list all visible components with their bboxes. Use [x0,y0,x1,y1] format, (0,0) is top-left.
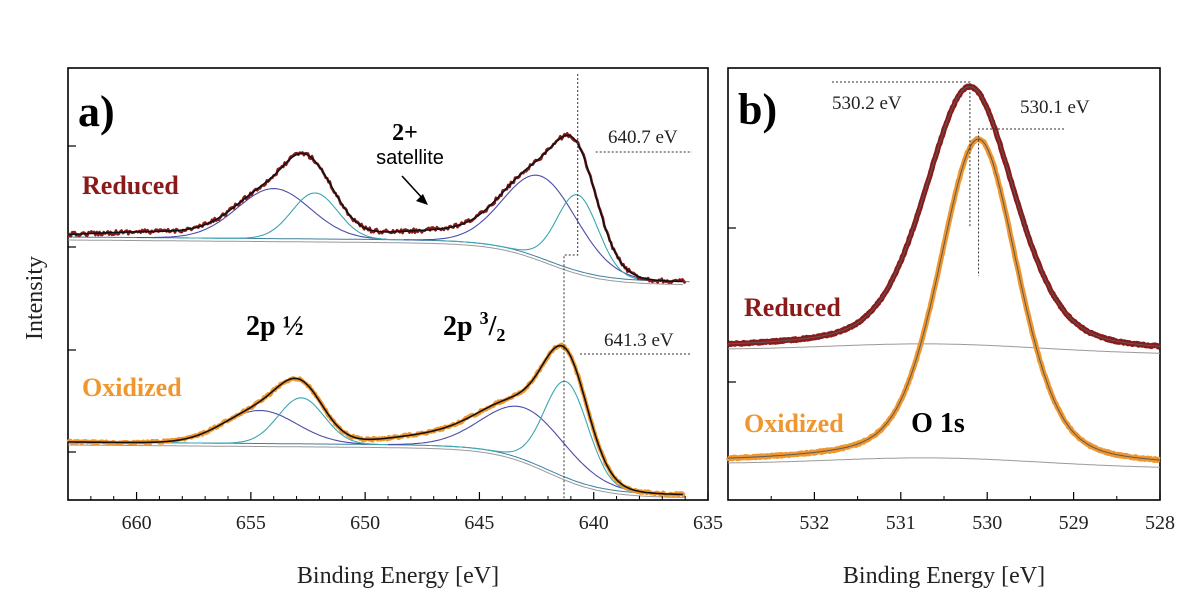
panel-b-xtick-label-4: 528 [1145,512,1175,534]
panel-b-peak-label-reduced: 530.2 eV [832,93,902,114]
panel-a-ylabel: Intensity [22,256,48,340]
panel-a-peak-marker-line [563,74,579,500]
panel-b-peak-marker-reduced [832,81,971,228]
panel-a-label: a) [78,87,115,136]
panel-a-component-oxidized-2 [164,397,414,446]
peak-2p-three-halves-label: 2p 3/2 [443,308,505,345]
peak-2p-half-label: 2p ½ [246,311,304,342]
panel-b-curves [725,81,1162,468]
satellite-label-word: satellite [376,147,444,169]
panel-a-legend-oxidized: Oxidized [82,373,182,402]
panel-a-xtick-label-2: 650 [350,512,380,534]
panel-a-component-oxidized-3 [387,405,638,492]
panel-b-fit-reduced [728,86,1161,347]
panel-a-baseline-oxidized [68,441,683,495]
panel-a-fit-reduced [67,134,683,283]
panel-a-peak-label-oxidized: 641.3 eV [604,330,674,351]
panel-a-component-reduced-1 [136,188,386,240]
o1s-label: O 1s [911,408,965,439]
panel-a-background-line-reduced [68,239,683,286]
panel-b-background-reduced [728,343,1160,354]
panel-a-xtick-label-4: 640 [579,512,609,534]
panel-b-peak-label-oxidized: 530.1 eV [1020,97,1090,118]
panel-b-xtick-label-1: 531 [886,512,916,534]
satellite-label-charge: 2+ [392,120,418,146]
panel-a-background-line-oxidized [68,444,683,498]
panel-a-fit-oxidized [68,344,683,496]
panel-a-peak-label-reduced: 640.7 eV [608,127,678,148]
panel-a-component-reduced-3 [404,174,654,281]
panel-a-xtick-label-5: 635 [693,512,723,534]
panel-a-xlabel: Binding Energy [eV] [297,563,499,589]
panel-a-component-oxidized-4 [429,380,679,495]
panel-a-component-oxidized-1 [122,409,373,445]
satellite-arrow [401,175,425,201]
panel-a-xtick-label-0: 660 [122,512,152,534]
panel-b-xtick-label-3: 529 [1059,512,1089,534]
panel-b-legend-reduced: Reduced [744,293,841,322]
panel-b-peak-marker-oxidized [978,128,1064,276]
axis-ticks: 660 655 650 645 640 635 532 531 530 529 528 [68,145,1175,534]
panel-a-legend-reduced: Reduced [82,171,179,200]
panel-b-xtick-label-0: 532 [799,512,829,534]
panel-b-legend-oxidized: Oxidized [744,409,844,438]
panel-a-component-reduced-2 [177,192,427,241]
panel-b-fit-oxidized [727,138,1161,461]
panel-b-xlabel: Binding Energy [eV] [843,563,1045,589]
panel-b-background-oxidized [728,457,1160,468]
panel-b-xtick-label-2: 530 [972,512,1002,534]
panel-b-label: b) [738,85,777,134]
panel-a-xtick-label-3: 645 [464,512,494,534]
panel-a-baseline-reduced [68,236,683,283]
satellite-arrowhead [416,194,428,205]
panel-a-curves [66,74,692,500]
panel-a-component-reduced-4 [440,194,690,283]
panel-a-xtick-label-1: 655 [236,512,266,534]
